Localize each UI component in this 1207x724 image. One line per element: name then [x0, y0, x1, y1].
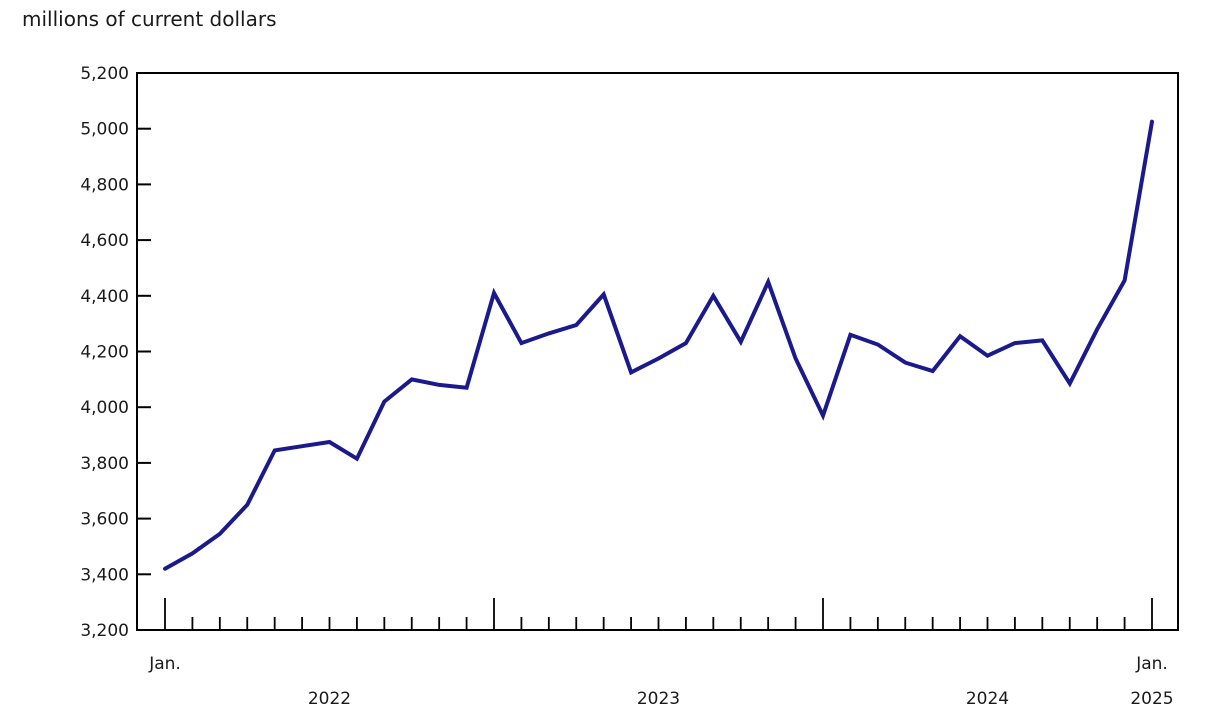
x-axis-start-month-label: Jan. — [148, 654, 181, 674]
data-series-line — [163, 119, 1154, 571]
y-axis-tick-label: 5,200 — [80, 64, 129, 84]
x-axis-year-label: 2022 — [308, 689, 351, 709]
x-axis-year-label: 2024 — [966, 689, 1009, 709]
y-axis-tick-label: 4,000 — [80, 398, 129, 418]
y-axis-tick-label: 4,800 — [80, 175, 129, 195]
y-axis-tick-label: 5,000 — [80, 120, 129, 140]
x-axis-end-year-label: 2025 — [1130, 689, 1173, 709]
y-axis-tick-label: 3,200 — [80, 621, 129, 641]
x-axis-year-label: 2023 — [637, 689, 680, 709]
y-axis-tick-label: 4,200 — [80, 343, 129, 363]
y-axis-tick-label: 4,600 — [80, 231, 129, 251]
plot-border — [136, 72, 1179, 631]
y-axis-tick-label: 3,800 — [80, 454, 129, 474]
x-axis-end-month-label: Jan. — [1135, 654, 1168, 674]
y-axis-tick-label: 3,600 — [80, 510, 129, 530]
y-axis-tick-label: 3,400 — [80, 565, 129, 585]
y-axis-tick-label: 4,400 — [80, 287, 129, 307]
chart-title: millions of current dollars — [22, 7, 277, 31]
